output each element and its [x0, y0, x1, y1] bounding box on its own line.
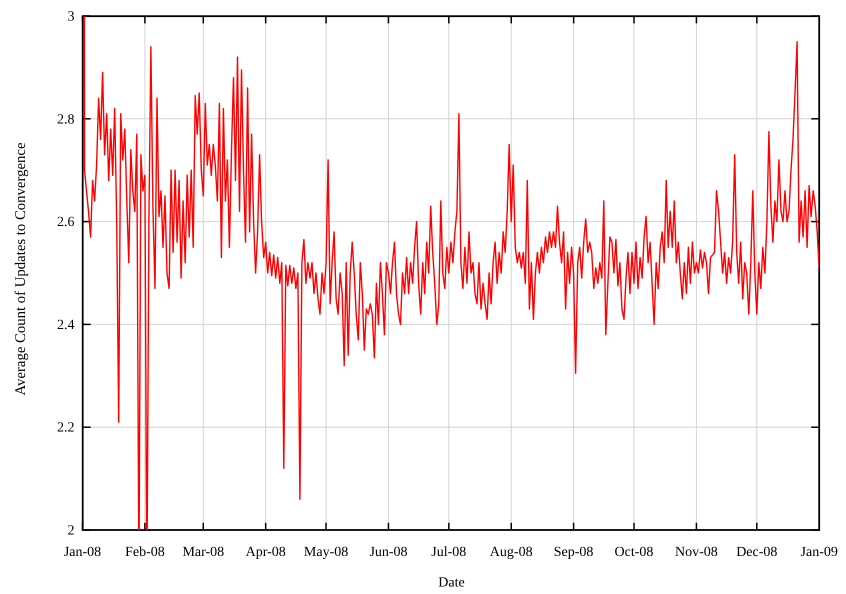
svg-text:2.6: 2.6 [57, 215, 75, 230]
svg-text:Feb-08: Feb-08 [125, 545, 165, 560]
svg-text:Mar-08: Mar-08 [182, 545, 224, 560]
svg-text:Sep-08: Sep-08 [554, 545, 594, 560]
svg-text:Average Count of Updates to Co: Average Count of Updates to Convergence [13, 142, 29, 395]
svg-text:Jun-08: Jun-08 [369, 545, 407, 560]
svg-text:Nov-08: Nov-08 [675, 545, 718, 560]
svg-text:Jan-08: Jan-08 [64, 545, 101, 560]
svg-text:Jul-08: Jul-08 [431, 545, 466, 560]
svg-text:Aug-08: Aug-08 [490, 545, 533, 560]
svg-text:2.4: 2.4 [57, 318, 75, 333]
svg-text:Apr-08: Apr-08 [246, 545, 286, 560]
svg-text:Jan-09: Jan-09 [801, 545, 838, 560]
svg-text:2.2: 2.2 [57, 421, 75, 436]
svg-text:May-08: May-08 [304, 545, 348, 560]
svg-text:3: 3 [68, 10, 75, 25]
svg-text:2: 2 [68, 524, 75, 539]
svg-text:2.8: 2.8 [57, 112, 75, 127]
svg-text:Oct-08: Oct-08 [615, 545, 654, 560]
svg-text:Date: Date [438, 576, 464, 591]
svg-text:Dec-08: Dec-08 [736, 545, 777, 560]
